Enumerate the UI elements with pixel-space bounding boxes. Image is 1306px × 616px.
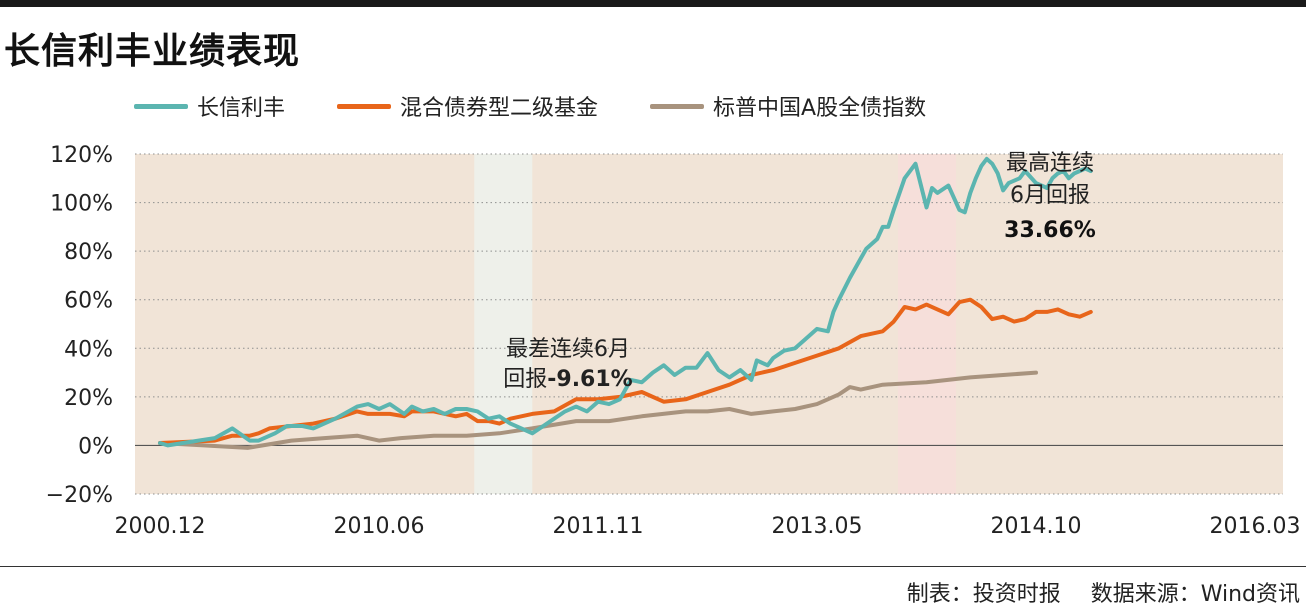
legend-item-fund: 长信利丰 xyxy=(134,90,285,122)
x-tick-label: 2000.12 xyxy=(115,514,206,539)
worst-6m-band xyxy=(474,154,533,494)
best-annotation-line2: 6月回报 xyxy=(1010,183,1090,208)
bottom-rule xyxy=(0,566,1306,567)
best-annotation-value: 33.66% xyxy=(1004,218,1096,243)
x-tick-label: 2011.11 xyxy=(553,514,644,539)
legend: 长信利丰 混合债券型二级基金 标普中国A股全债指数 xyxy=(134,88,978,124)
top-rule xyxy=(0,0,1306,7)
series-line-index xyxy=(158,370,1038,450)
y-tick-label: −20% xyxy=(46,483,113,508)
legend-item-index: 标普中国A股全债指数 xyxy=(650,90,926,122)
best-annotation-line1: 最高连续 xyxy=(1006,151,1094,176)
y-tick-label: 60% xyxy=(64,289,113,314)
worst-annotation-value: -9.61% xyxy=(547,367,632,392)
footer: 制表：投资时报 数据来源：Wind资讯 xyxy=(907,576,1300,608)
legend-label-hybrid: 混合债券型二级基金 xyxy=(400,96,599,121)
footer-source: 数据来源：Wind资讯 xyxy=(1090,582,1300,607)
worst-annotation-line1: 最差连续6月 xyxy=(506,337,630,362)
y-tick-label: 100% xyxy=(50,192,113,217)
legend-swatch-hybrid xyxy=(337,103,392,109)
worst-annotation-line2: 回报-9.61% xyxy=(503,367,632,392)
x-tick-label: 2013.05 xyxy=(772,514,863,539)
y-tick-label: 120% xyxy=(50,143,113,168)
chart-title: 长信利丰业绩表现 xyxy=(4,31,301,72)
legend-swatch-index xyxy=(650,103,705,109)
x-tick-label: 2016.03 xyxy=(1210,514,1301,539)
legend-swatch-fund xyxy=(134,103,188,109)
series-line-hybrid xyxy=(158,297,1093,445)
x-tick-label: 2014.10 xyxy=(991,514,1082,539)
series-line-fund xyxy=(158,156,1093,448)
plot-background xyxy=(135,154,1283,494)
best-6m-band xyxy=(898,154,957,494)
legend-label-index: 标普中国A股全债指数 xyxy=(713,96,927,121)
x-tick-label: 2010.06 xyxy=(334,514,425,539)
footer-made-by: 制表：投资时报 xyxy=(906,582,1061,607)
legend-item-hybrid: 混合债券型二级基金 xyxy=(337,90,598,122)
legend-label-fund: 长信利丰 xyxy=(197,96,286,121)
y-tick-label: 80% xyxy=(64,240,113,265)
y-tick-label: 40% xyxy=(64,337,113,362)
worst-annotation-label: 回报 xyxy=(503,367,547,392)
line-chart: 120% 100% 80% 60% 40% 20% 0% −20%2000.12 2010.06… xyxy=(46,143,1301,539)
y-tick-label: 20% xyxy=(64,386,113,411)
y-tick-label: 0% xyxy=(78,434,113,459)
